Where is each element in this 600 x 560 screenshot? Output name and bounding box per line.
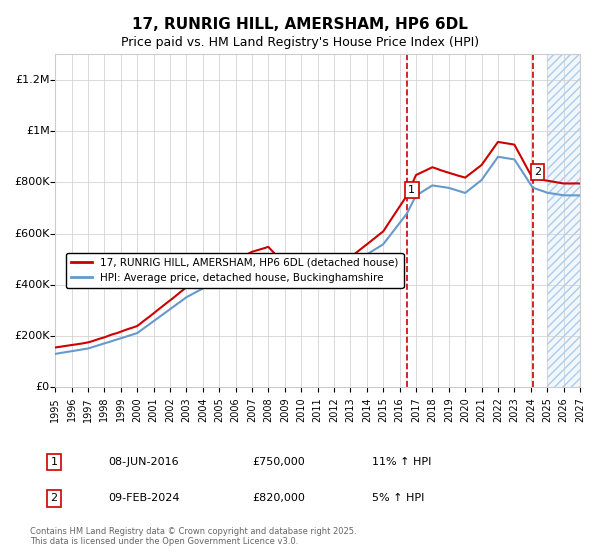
Text: 1: 1 — [50, 457, 58, 467]
HPI: Average price, detached house, Buckinghamshire: (2.02e+03, 7.84e+05): Average price, detached house, Buckingha… — [427, 183, 434, 190]
HPI: Average price, detached house, Buckinghamshire: (2.03e+03, 7.49e+05): Average price, detached house, Buckingha… — [578, 192, 585, 199]
Text: 09-FEB-2024: 09-FEB-2024 — [108, 493, 179, 503]
Text: Price paid vs. HM Land Registry's House Price Index (HPI): Price paid vs. HM Land Registry's House … — [121, 36, 479, 49]
17, RUNRIG HILL, AMERSHAM, HP6 6DL (detached house) — [427, 165, 434, 171]
17, RUNRIG HILL, AMERSHAM, HP6 6DL (detached house) — [260, 245, 268, 251]
Text: Contains HM Land Registry data © Crown copyright and database right 2025.
This d: Contains HM Land Registry data © Crown c… — [30, 526, 356, 546]
17, RUNRIG HILL, AMERSHAM, HP6 6DL (detached house) — [334, 256, 341, 263]
Text: 5% ↑ HPI: 5% ↑ HPI — [372, 493, 424, 503]
Text: 2: 2 — [534, 167, 541, 177]
17, RUNRIG HILL, AMERSHAM, HP6 6DL (detached house) — [578, 180, 585, 187]
HPI: Average price, detached house, Buckinghamshire: (2.02e+03, 7.7e+05): Average price, detached house, Buckingha… — [535, 186, 542, 193]
HPI: Average price, detached house, Buckinghamshire: (2.02e+03, 8.61e+05): Average price, detached house, Buckingha… — [488, 163, 495, 170]
HPI: Average price, detached house, Buckinghamshire: (2.01e+03, 5.04e+05): Average price, detached house, Buckingha… — [260, 255, 268, 262]
Legend: 17, RUNRIG HILL, AMERSHAM, HP6 6DL (detached house), HPI: Average price, detache: 17, RUNRIG HILL, AMERSHAM, HP6 6DL (deta… — [65, 253, 404, 288]
HPI: Average price, detached house, Buckinghamshire: (2e+03, 1.3e+05): Average price, detached house, Buckingha… — [52, 351, 59, 357]
Text: £200K: £200K — [14, 331, 50, 341]
Text: £750,000: £750,000 — [252, 457, 305, 467]
HPI: Average price, detached house, Buckinghamshire: (2.01e+03, 5.15e+05): Average price, detached house, Buckingha… — [362, 252, 369, 259]
17, RUNRIG HILL, AMERSHAM, HP6 6DL (detached house) — [488, 148, 495, 155]
Text: 17, RUNRIG HILL, AMERSHAM, HP6 6DL: 17, RUNRIG HILL, AMERSHAM, HP6 6DL — [132, 17, 468, 32]
Text: £800K: £800K — [14, 178, 50, 187]
Text: £600K: £600K — [14, 228, 50, 239]
17, RUNRIG HILL, AMERSHAM, HP6 6DL (detached house) — [362, 242, 369, 249]
Bar — [547, 54, 580, 387]
HPI: Average price, detached house, Buckinghamshire: (2.01e+03, 4.72e+05): Average price, detached house, Buckingha… — [334, 263, 341, 270]
HPI: Average price, detached house, Buckinghamshire: (2.02e+03, 8.99e+05): Average price, detached house, Buckingha… — [494, 153, 502, 160]
Text: 2: 2 — [50, 493, 58, 503]
Text: £400K: £400K — [14, 280, 50, 290]
Text: 11% ↑ HPI: 11% ↑ HPI — [372, 457, 431, 467]
Text: £820,000: £820,000 — [252, 493, 305, 503]
17, RUNRIG HILL, AMERSHAM, HP6 6DL (detached house) — [494, 138, 502, 145]
Text: £1.2M: £1.2M — [16, 75, 50, 85]
Line: HPI: Average price, detached house, Buckinghamshire: HPI: Average price, detached house, Buck… — [55, 157, 581, 354]
17, RUNRIG HILL, AMERSHAM, HP6 6DL (detached house) — [535, 176, 542, 183]
Text: £0: £0 — [36, 382, 50, 392]
Text: 08-JUN-2016: 08-JUN-2016 — [108, 457, 179, 467]
Line: 17, RUNRIG HILL, AMERSHAM, HP6 6DL (detached house): 17, RUNRIG HILL, AMERSHAM, HP6 6DL (deta… — [55, 142, 581, 348]
Text: 1: 1 — [408, 185, 415, 195]
Bar — [547, 54, 580, 387]
Text: £1M: £1M — [26, 126, 50, 136]
17, RUNRIG HILL, AMERSHAM, HP6 6DL (detached house) — [52, 344, 59, 351]
